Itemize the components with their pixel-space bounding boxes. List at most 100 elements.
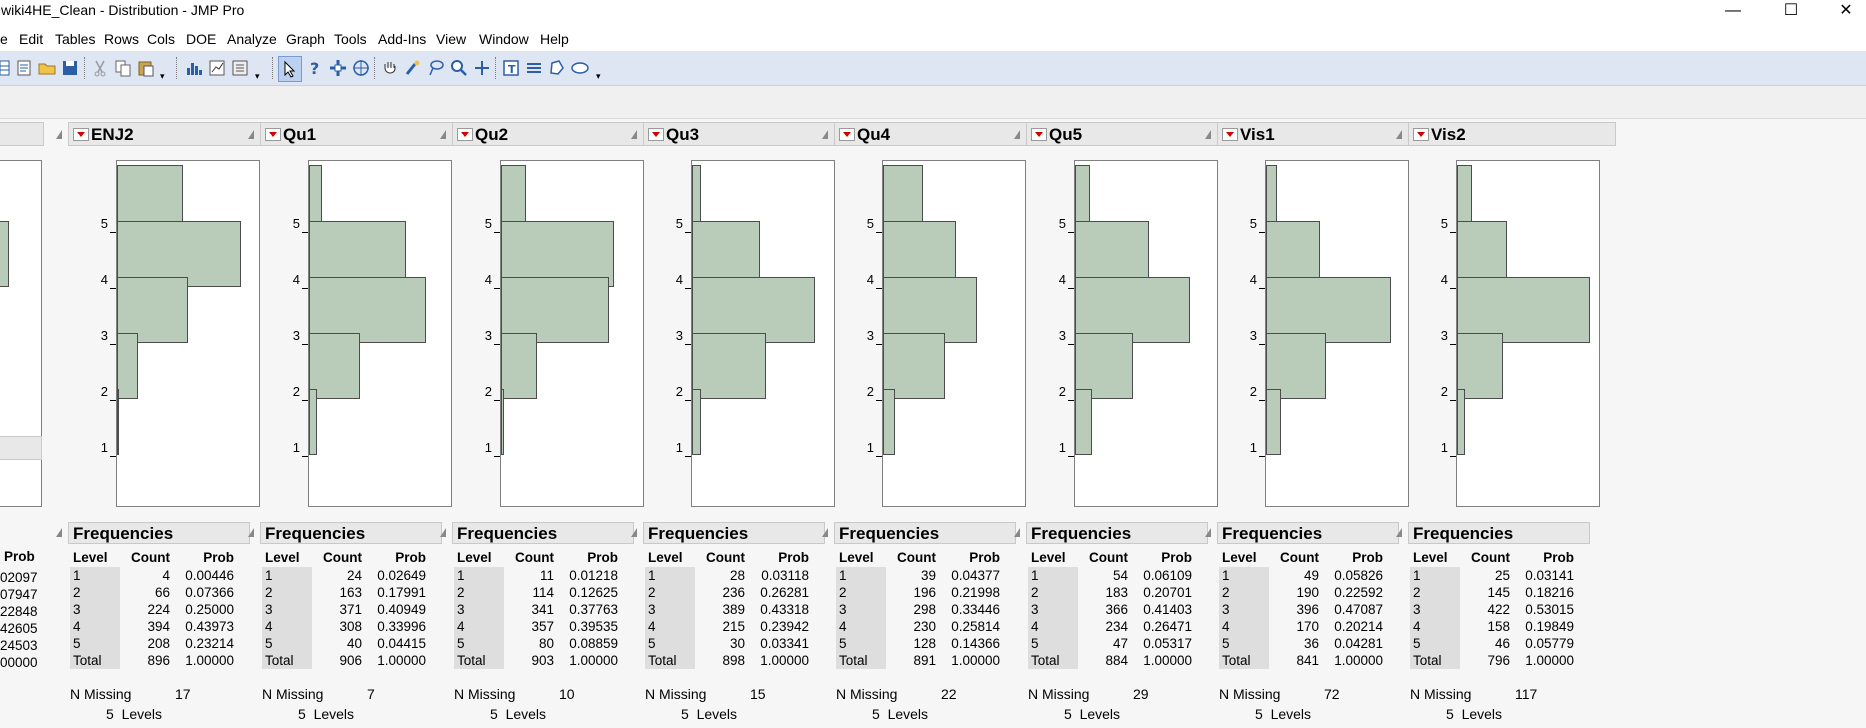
column-outline-box[interactable]: Qu5 [1026,122,1234,146]
histogram-bar-level-2[interactable] [309,333,360,399]
red-triangle-menu-icon[interactable] [73,128,89,141]
disclosure-icon[interactable] [440,130,446,139]
red-triangle-menu-icon[interactable] [1222,128,1238,141]
frequencies-outline-box[interactable]: Frequencies [452,522,634,544]
frequencies-outline-box[interactable]: Frequencies [834,522,1016,544]
column-outline-box[interactable]: Qu2 [452,122,660,146]
column-outline-box[interactable]: Vis1 [1217,122,1425,146]
histogram-bar-level-5[interactable] [117,165,183,231]
histogram-bar-level-1[interactable] [501,389,504,455]
frequencies-outline-box[interactable]: Frequencies [1408,522,1590,544]
histogram-bar-level-3[interactable] [1457,277,1590,343]
column-outline-box[interactable]: ENJ2 [68,122,276,146]
disclosure-icon[interactable] [1205,130,1211,139]
disclosure-icon[interactable] [248,130,254,139]
menu-edit[interactable]: Edit [19,31,44,47]
partial-bar-level-4[interactable] [0,221,9,287]
menu-cols[interactable]: Cols [147,31,176,47]
menu-tables[interactable]: Tables [55,31,96,47]
column-outline-box[interactable]: Qu4 [834,122,1042,146]
line-tool-icon[interactable] [524,58,544,78]
disclosure-icon[interactable] [1396,130,1402,139]
histogram-bar-level-5[interactable] [501,165,526,231]
data-table-icon[interactable] [0,58,12,78]
histogram-bar-level-2[interactable] [1457,333,1503,399]
histogram-bar-level-3[interactable] [309,277,426,343]
open-folder-icon[interactable] [37,58,57,78]
polygon-icon[interactable] [547,58,567,78]
disclosure-icon[interactable] [440,528,446,537]
histogram-bar-level-1[interactable] [309,389,317,455]
frequencies-outline-box[interactable]: Frequencies [260,522,442,544]
disclosure-icon[interactable] [248,528,254,537]
histogram-bar-level-4[interactable] [883,221,956,287]
crosshair-icon[interactable] [351,58,371,78]
menu-file[interactable]: e [0,31,8,47]
disclosure-icon[interactable] [822,130,828,139]
arrow-tool-active[interactable] [278,56,302,82]
red-triangle-menu-icon[interactable] [265,128,281,141]
frequencies-outline-box[interactable]: Frequencies [68,522,250,544]
maximize-button[interactable]: ☐ [1783,2,1799,19]
red-triangle-menu-icon[interactable] [1031,128,1047,141]
menu-window[interactable]: Window [479,31,529,47]
histogram-bar-level-3[interactable] [1266,277,1391,343]
disclosure-icon[interactable] [1396,528,1402,537]
histogram-bar-level-2[interactable] [501,333,537,399]
oval-icon[interactable] [570,58,590,78]
red-triangle-menu-icon[interactable] [457,128,473,141]
menu-tools[interactable]: Tools [334,31,367,47]
close-button[interactable]: ✕ [1839,2,1853,19]
disclosure-icon[interactable] [1014,528,1020,537]
histogram-bar-level-1[interactable] [1457,389,1465,455]
save-icon[interactable] [60,58,80,78]
histogram-bar-level-2[interactable] [1075,333,1133,399]
toolbar-overflow-icon[interactable]: ▾ [596,71,601,81]
menu-addins[interactable]: Add-Ins [378,31,427,47]
column-outline-box[interactable]: Qu1 [260,122,468,146]
toolbar-overflow-icon[interactable]: ▾ [160,71,165,81]
new-script-icon[interactable] [14,58,34,78]
histogram-bar-level-3[interactable] [501,277,609,343]
minimize-button[interactable]: — [1725,2,1741,19]
histogram-bar-level-4[interactable] [1266,221,1320,287]
menu-help[interactable]: Help [540,31,569,47]
disclosure-icon[interactable] [631,528,637,537]
toolbar-overflow-icon[interactable]: ▾ [255,71,260,81]
histogram-bar-level-3[interactable] [692,277,815,343]
histogram-bar-level-2[interactable] [117,333,138,399]
histogram-bar-level-4[interactable] [117,221,241,287]
histogram-bar-level-4[interactable] [1075,221,1149,287]
disclosure-icon[interactable] [822,528,828,537]
menu-view[interactable]: View [436,31,467,47]
partial-column-header[interactable] [0,122,44,146]
histogram-bar-level-2[interactable] [1266,333,1326,399]
menu-analyze[interactable]: Analyze [227,31,277,47]
histogram-bar-level-4[interactable] [501,221,614,287]
frequencies-outline-box[interactable]: Frequencies [643,522,825,544]
crosshair-plus-icon[interactable] [472,58,492,78]
red-triangle-menu-icon[interactable] [648,128,664,141]
disclosure-icon[interactable] [1014,130,1020,139]
histogram-bar-level-4[interactable] [309,221,406,287]
red-triangle-menu-icon[interactable] [839,128,855,141]
red-triangle-menu-icon[interactable] [1413,128,1429,141]
menu-doe[interactable]: DOE [186,31,217,47]
fit-model-icon[interactable] [230,58,250,78]
menu-rows[interactable]: Rows [104,31,140,47]
grabber-hand-icon[interactable] [380,58,400,78]
distribution-icon[interactable] [184,58,204,78]
disclosure-icon[interactable] [56,130,62,139]
menu-graph[interactable]: Graph [286,31,325,47]
disclosure-icon[interactable] [631,130,637,139]
lasso-icon[interactable] [426,58,446,78]
fit-y-by-x-icon[interactable] [207,58,227,78]
disclosure-icon[interactable] [56,528,62,537]
help-icon[interactable]: ? [305,58,325,78]
column-outline-box[interactable]: Vis2 [1408,122,1616,146]
histogram-bar-level-4[interactable] [692,221,760,287]
brush-icon[interactable] [403,58,423,78]
column-outline-box[interactable]: Qu3 [643,122,851,146]
frequencies-outline-box[interactable]: Frequencies [1217,522,1399,544]
histogram-bar-level-1[interactable] [1075,389,1092,455]
